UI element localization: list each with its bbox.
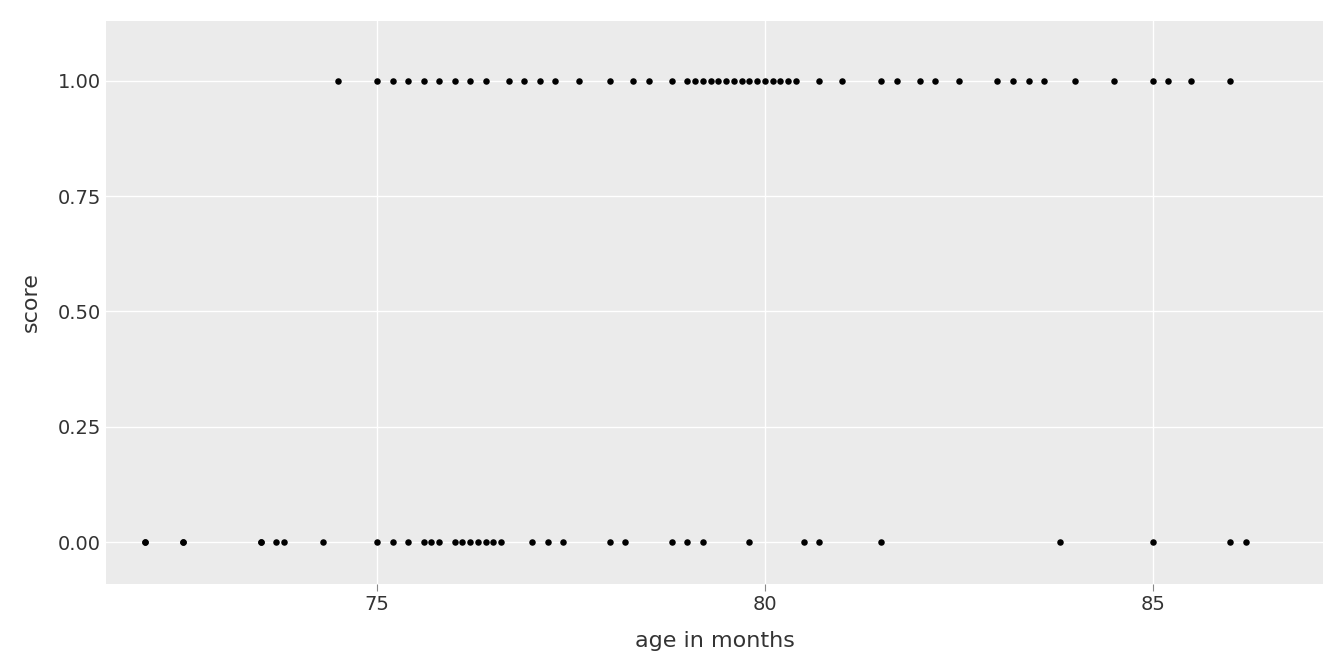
- Point: [429, 537, 450, 548]
- Point: [785, 75, 806, 86]
- Point: [746, 75, 767, 86]
- Point: [739, 537, 761, 548]
- Point: [754, 75, 775, 86]
- Point: [692, 75, 714, 86]
- Point: [700, 75, 722, 86]
- Point: [413, 537, 434, 548]
- Point: [948, 75, 969, 86]
- Point: [1064, 75, 1086, 86]
- Point: [312, 537, 333, 548]
- Point: [552, 537, 574, 548]
- Point: [1219, 75, 1241, 86]
- Point: [808, 75, 829, 86]
- Point: [398, 537, 419, 548]
- Point: [273, 537, 294, 548]
- Point: [1235, 537, 1257, 548]
- Point: [638, 75, 660, 86]
- Point: [684, 75, 706, 86]
- Point: [1103, 75, 1125, 86]
- Point: [172, 537, 194, 548]
- Point: [569, 75, 590, 86]
- Point: [622, 75, 644, 86]
- Point: [723, 75, 745, 86]
- Point: [482, 537, 504, 548]
- Point: [1048, 537, 1070, 548]
- Point: [661, 75, 683, 86]
- Point: [468, 537, 489, 548]
- Point: [793, 537, 814, 548]
- Point: [398, 75, 419, 86]
- Point: [1017, 75, 1039, 86]
- Point: [661, 537, 683, 548]
- Point: [707, 75, 728, 86]
- Y-axis label: score: score: [22, 272, 40, 332]
- Point: [909, 75, 930, 86]
- Point: [134, 537, 156, 548]
- Point: [1219, 537, 1241, 548]
- Point: [832, 75, 853, 86]
- Point: [328, 75, 349, 86]
- X-axis label: age in months: age in months: [634, 631, 794, 651]
- Point: [1003, 75, 1024, 86]
- Point: [770, 75, 792, 86]
- Point: [777, 75, 798, 86]
- Point: [692, 537, 714, 548]
- Point: [1157, 75, 1179, 86]
- Point: [762, 75, 784, 86]
- Point: [538, 537, 559, 548]
- Point: [474, 537, 496, 548]
- Point: [444, 537, 465, 548]
- Point: [599, 537, 621, 548]
- Point: [421, 537, 442, 548]
- Point: [474, 75, 496, 86]
- Point: [871, 75, 892, 86]
- Point: [676, 537, 698, 548]
- Point: [715, 75, 737, 86]
- Point: [739, 75, 761, 86]
- Point: [731, 75, 753, 86]
- Point: [1180, 75, 1202, 86]
- Point: [513, 75, 535, 86]
- Point: [521, 537, 543, 548]
- Point: [986, 75, 1008, 86]
- Point: [886, 75, 907, 86]
- Point: [460, 75, 481, 86]
- Point: [530, 75, 551, 86]
- Point: [925, 75, 946, 86]
- Point: [382, 75, 403, 86]
- Point: [172, 537, 194, 548]
- Point: [413, 75, 434, 86]
- Point: [1142, 75, 1164, 86]
- Point: [614, 537, 636, 548]
- Point: [444, 75, 465, 86]
- Point: [250, 537, 271, 548]
- Point: [1034, 75, 1055, 86]
- Point: [460, 537, 481, 548]
- Point: [367, 537, 388, 548]
- Point: [367, 75, 388, 86]
- Point: [1142, 537, 1164, 548]
- Point: [544, 75, 566, 86]
- Point: [871, 537, 892, 548]
- Point: [382, 537, 403, 548]
- Point: [676, 75, 698, 86]
- Point: [250, 537, 271, 548]
- Point: [452, 537, 473, 548]
- Point: [808, 537, 829, 548]
- Point: [499, 75, 520, 86]
- Point: [266, 537, 288, 548]
- Point: [429, 75, 450, 86]
- Point: [134, 537, 156, 548]
- Point: [599, 75, 621, 86]
- Point: [491, 537, 512, 548]
